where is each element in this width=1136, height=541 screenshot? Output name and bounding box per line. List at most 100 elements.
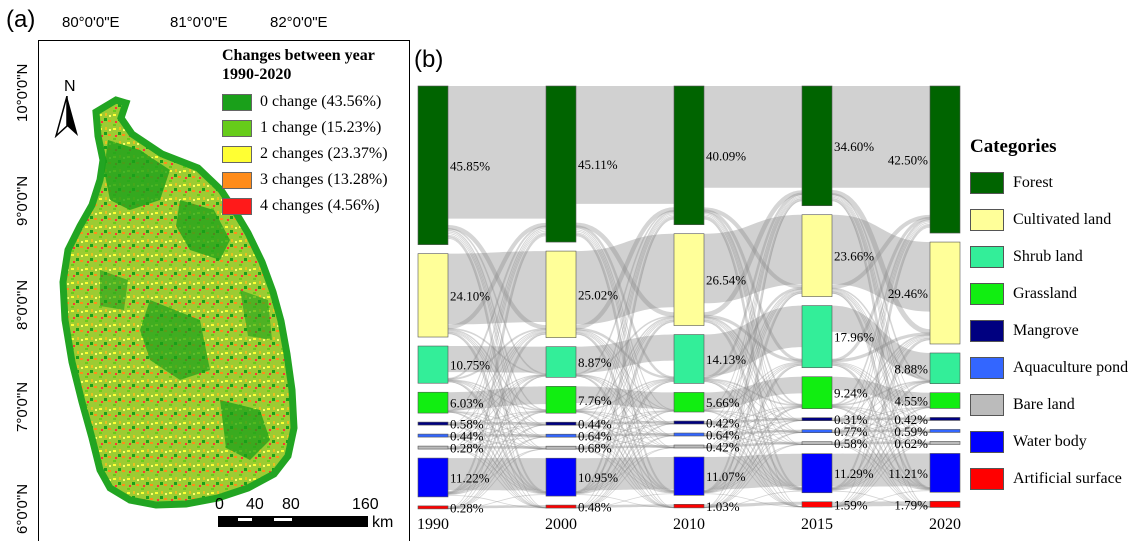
- flow-line: [703, 435, 803, 508]
- flow-line: [575, 330, 675, 425]
- flow-line: [831, 419, 931, 433]
- value-label: 1.03%: [706, 499, 740, 514]
- legend-item: 3 changes (13.28%): [222, 170, 388, 190]
- flow-line: [575, 448, 675, 509]
- flow-line: [575, 230, 675, 437]
- node-bare-land: [545, 445, 577, 450]
- flow-line: [447, 235, 547, 509]
- node-mangrove: [801, 417, 833, 421]
- value-label: 0.42%: [706, 416, 740, 431]
- legend-item-aquaculture: Aquaculture pond: [970, 357, 1128, 379]
- flow-line: [447, 227, 547, 412]
- flow-line: [703, 287, 803, 380]
- flow-band: [576, 457, 674, 491]
- node-bare-land: [673, 444, 705, 449]
- flow-line: [831, 216, 931, 362]
- node-mangrove: [673, 420, 705, 425]
- legend-item-bare: Bare land: [970, 394, 1075, 416]
- flow-line: [575, 447, 675, 495]
- scale-unit: km: [372, 514, 394, 531]
- flow-line: [703, 213, 803, 421]
- flow-band: [704, 501, 802, 508]
- panel-b: (b) 45.85% 24.10% 10.75% 6.03% 0.58% 0.44% 0.2…: [410, 46, 1136, 536]
- legend-item-cultivated: Cultivated land: [970, 209, 1111, 231]
- flow-line: [575, 317, 675, 426]
- flow-line: [831, 214, 931, 289]
- legend-label: 1 change (15.23%): [260, 119, 382, 136]
- flow-line: [447, 331, 547, 493]
- flow-line: [575, 410, 675, 450]
- flow-line: [447, 424, 547, 450]
- flow-line: [447, 330, 547, 438]
- legend-swatch: [970, 246, 1004, 268]
- legend-swatch: [222, 197, 252, 215]
- flow-line: [703, 432, 803, 509]
- flow-line: [447, 234, 547, 450]
- flow-line: [447, 424, 547, 438]
- legend-item: 2 changes (23.37%): [222, 144, 388, 164]
- flow-line: [831, 200, 931, 508]
- flow-band: [832, 429, 930, 433]
- flow-band: [704, 429, 802, 436]
- flow-line: [703, 361, 803, 411]
- sankey-chart: 45.85%24.10%10.75%6.03%0.58%0.44%0.28%11…: [417, 85, 961, 533]
- flow-line: [703, 493, 803, 508]
- value-label: 0.42%: [706, 440, 740, 455]
- scale-tick-label: 160: [352, 496, 379, 513]
- flow-line: [447, 328, 547, 411]
- flow-band: [832, 501, 930, 507]
- value-label: 11.07%: [706, 469, 746, 484]
- flow-line: [575, 380, 675, 450]
- flow-line: [575, 229, 675, 425]
- flow-line: [703, 289, 803, 425]
- flow-line: [831, 192, 931, 381]
- flow-line: [575, 233, 675, 492]
- flow-line: [575, 214, 675, 438]
- legend-item: 1 change (15.23%): [222, 118, 381, 138]
- flow-line: [703, 420, 803, 437]
- flow-line: [703, 406, 803, 437]
- flow-line: [575, 374, 675, 425]
- flow-line: [447, 494, 547, 510]
- flow-line: [831, 336, 931, 433]
- legend-swatch: [222, 119, 252, 137]
- node-water-body: [929, 453, 961, 493]
- flow-line: [575, 494, 675, 509]
- value-label: 11.21%: [888, 466, 928, 481]
- flow-line: [447, 436, 547, 510]
- flow-line: [447, 375, 547, 450]
- flow-line: [447, 436, 547, 494]
- flow-line: [831, 337, 931, 490]
- flow-line: [447, 231, 547, 426]
- flow-line: [575, 424, 675, 508]
- flow-line: [703, 379, 803, 433]
- node-artificial-surface: [545, 504, 577, 509]
- node-grassland: [801, 376, 833, 409]
- flow-line: [447, 225, 547, 380]
- node-forest: [417, 85, 449, 245]
- categories-legend: Categories Forest Cultivated land Shrub …: [970, 136, 1136, 496]
- legend-swatch: [222, 171, 252, 189]
- flow-line: [831, 361, 931, 408]
- flow-line: [447, 380, 547, 494]
- flow-line: [831, 432, 931, 445]
- flow-band: [448, 422, 546, 425]
- value-label: 1.79%: [894, 497, 928, 512]
- flow-line: [447, 229, 547, 411]
- flow-line: [447, 380, 547, 438]
- value-label: 4.55%: [894, 394, 928, 409]
- flow-line: [703, 435, 803, 445]
- flow-line: [831, 420, 931, 508]
- flow-line: [447, 436, 547, 495]
- node-artificial-surface: [417, 505, 449, 510]
- flow-line: [575, 216, 675, 493]
- flow-line: [575, 379, 675, 426]
- flow-line: [831, 198, 931, 445]
- legend-item-shrub: Shrub land: [970, 246, 1083, 268]
- flow-line: [575, 318, 675, 438]
- legend-swatch: [970, 431, 1004, 453]
- value-label: 25.02%: [578, 287, 618, 302]
- flow-line: [703, 444, 803, 494]
- flow-line: [831, 381, 931, 433]
- flow-line: [575, 423, 675, 438]
